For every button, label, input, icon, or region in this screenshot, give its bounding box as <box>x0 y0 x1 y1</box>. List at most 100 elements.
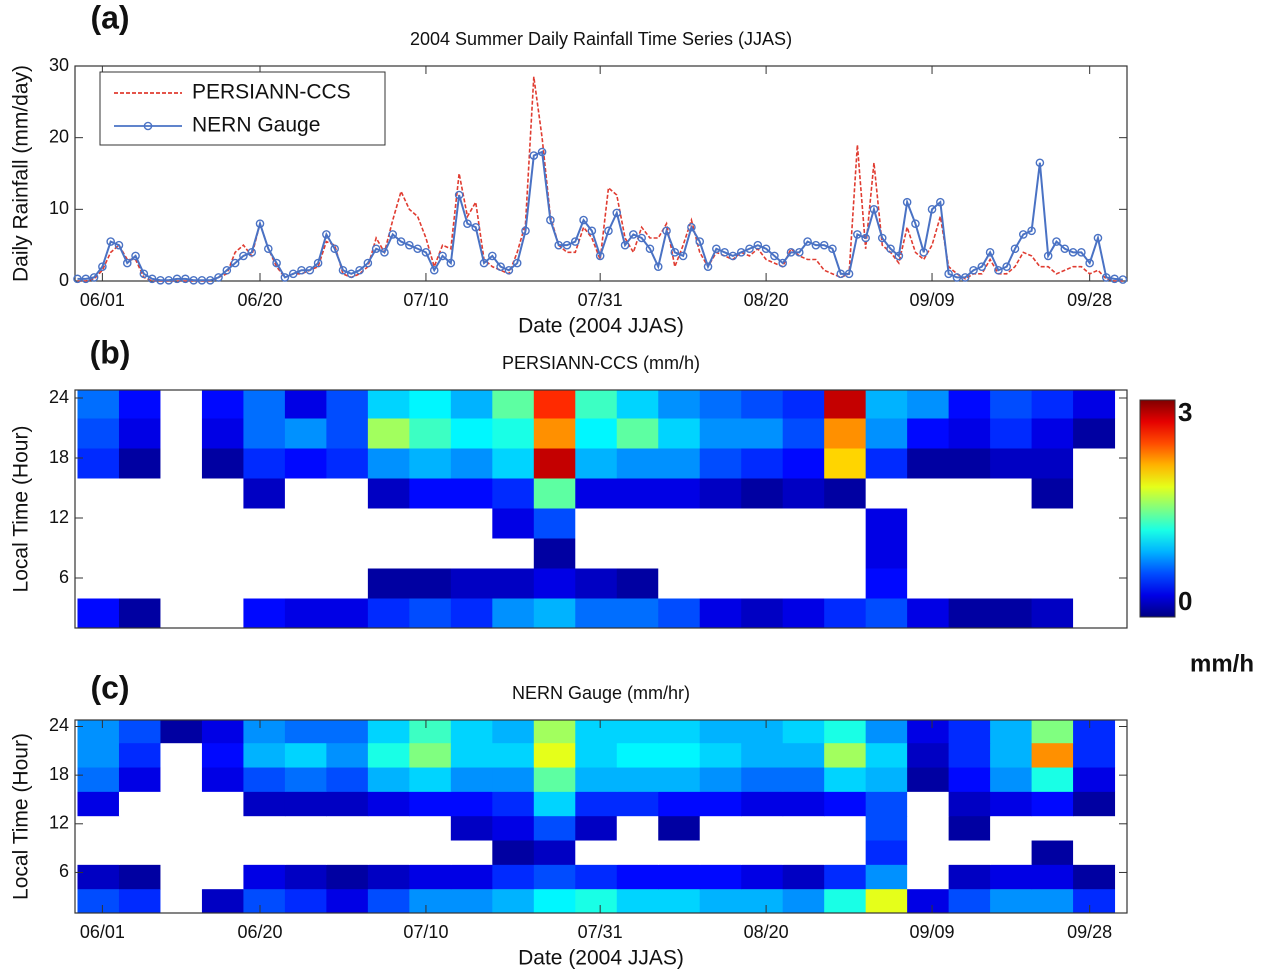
heat-cell <box>948 815 991 841</box>
heat-cell <box>450 390 493 419</box>
heat-cell <box>658 888 701 914</box>
heat-cell <box>492 864 535 890</box>
heat-cell <box>1031 508 1074 539</box>
heat-cell <box>243 791 286 817</box>
heat-cell <box>575 448 618 479</box>
point <box>877 233 887 243</box>
heat-cell <box>824 390 867 419</box>
heat-cell <box>118 568 161 599</box>
heat-cell <box>907 508 950 539</box>
point <box>570 237 580 246</box>
point <box>786 248 796 257</box>
heat-cell <box>284 767 327 792</box>
y-axis-label: Daily Rainfall (mm/day) <box>10 65 33 282</box>
heat-cell <box>1031 888 1074 914</box>
heat-cell <box>948 791 991 817</box>
point <box>794 248 804 257</box>
heatmap <box>77 720 1116 914</box>
heat-cell <box>160 598 203 629</box>
heat-cell <box>367 418 410 449</box>
heat-cell <box>201 840 244 865</box>
point <box>496 262 505 271</box>
heat-cell <box>616 742 659 768</box>
x-axis-label: Date (2004 JJAS) <box>518 947 684 970</box>
heat-cell <box>824 840 867 865</box>
heat-cell <box>1073 390 1116 419</box>
heat-cell <box>782 864 825 890</box>
heat-cell <box>160 742 203 768</box>
heat-cell <box>1031 791 1074 817</box>
heat-cell <box>284 538 327 569</box>
point <box>371 244 381 254</box>
heat-cell <box>907 840 950 865</box>
heat-cell <box>990 742 1033 768</box>
heat-cell <box>284 791 327 817</box>
point <box>645 244 655 254</box>
heat-cell <box>201 767 244 792</box>
heat-cell <box>658 538 701 569</box>
heat-cell <box>741 888 784 914</box>
heat-cell <box>782 538 825 569</box>
heat-cell <box>699 538 742 569</box>
heat-cell <box>1031 742 1074 768</box>
heat-cell <box>699 864 742 890</box>
heat-cell <box>450 864 493 890</box>
heat-cell <box>907 720 950 744</box>
heat-cell <box>284 598 327 629</box>
y-axis-label: Local Time (Hour) <box>10 733 33 900</box>
heat-cell <box>284 720 327 744</box>
heat-cell <box>160 478 203 509</box>
heat-cell <box>492 720 535 744</box>
y-tick-label: 0 <box>59 270 69 290</box>
heat-cell <box>533 390 576 419</box>
heat-cell <box>284 815 327 841</box>
point <box>297 265 306 275</box>
heat-cell <box>990 864 1033 890</box>
heat-cell <box>450 508 493 539</box>
point <box>98 262 107 271</box>
heat-cell <box>450 538 493 569</box>
heat-cell <box>616 840 659 865</box>
heat-cell <box>616 448 659 479</box>
heat-cell <box>118 448 161 479</box>
heat-cell <box>77 742 120 768</box>
heat-cell <box>326 538 369 569</box>
heat-cell <box>201 418 244 449</box>
point <box>280 273 290 282</box>
heat-cell <box>575 418 618 449</box>
heat-cell <box>575 767 618 792</box>
heat-cell <box>77 864 120 890</box>
heat-cell <box>741 538 784 569</box>
heat-cell <box>907 742 950 768</box>
point <box>380 248 389 257</box>
heat-cell <box>907 448 950 479</box>
colorbar <box>1139 399 1176 618</box>
point <box>836 269 846 279</box>
heat-cell <box>492 538 535 569</box>
heat-cell <box>907 888 950 914</box>
heat-cell <box>1031 568 1074 599</box>
point <box>1068 248 1078 257</box>
heat-cell <box>533 448 576 479</box>
heat-cell <box>77 448 120 479</box>
heat-cell <box>77 720 120 744</box>
heat-cell <box>533 815 576 841</box>
panel-title: PERSIANN-CCS (mm/h) <box>502 353 700 373</box>
heat-cell <box>409 864 452 890</box>
heat-cell <box>948 390 991 419</box>
heat-cell <box>118 888 161 914</box>
heat-cell <box>1073 508 1116 539</box>
heat-cell <box>1031 418 1074 449</box>
point <box>463 219 472 228</box>
point <box>405 240 414 250</box>
heat-cell <box>741 791 784 817</box>
heat-cell <box>699 418 742 449</box>
point <box>239 251 248 261</box>
point <box>554 240 563 250</box>
heat-cell <box>326 448 369 479</box>
heat-cell <box>699 478 742 509</box>
heat-cell <box>782 767 825 792</box>
heat-cell <box>201 508 244 539</box>
point <box>512 258 522 268</box>
heat-cell <box>782 418 825 449</box>
